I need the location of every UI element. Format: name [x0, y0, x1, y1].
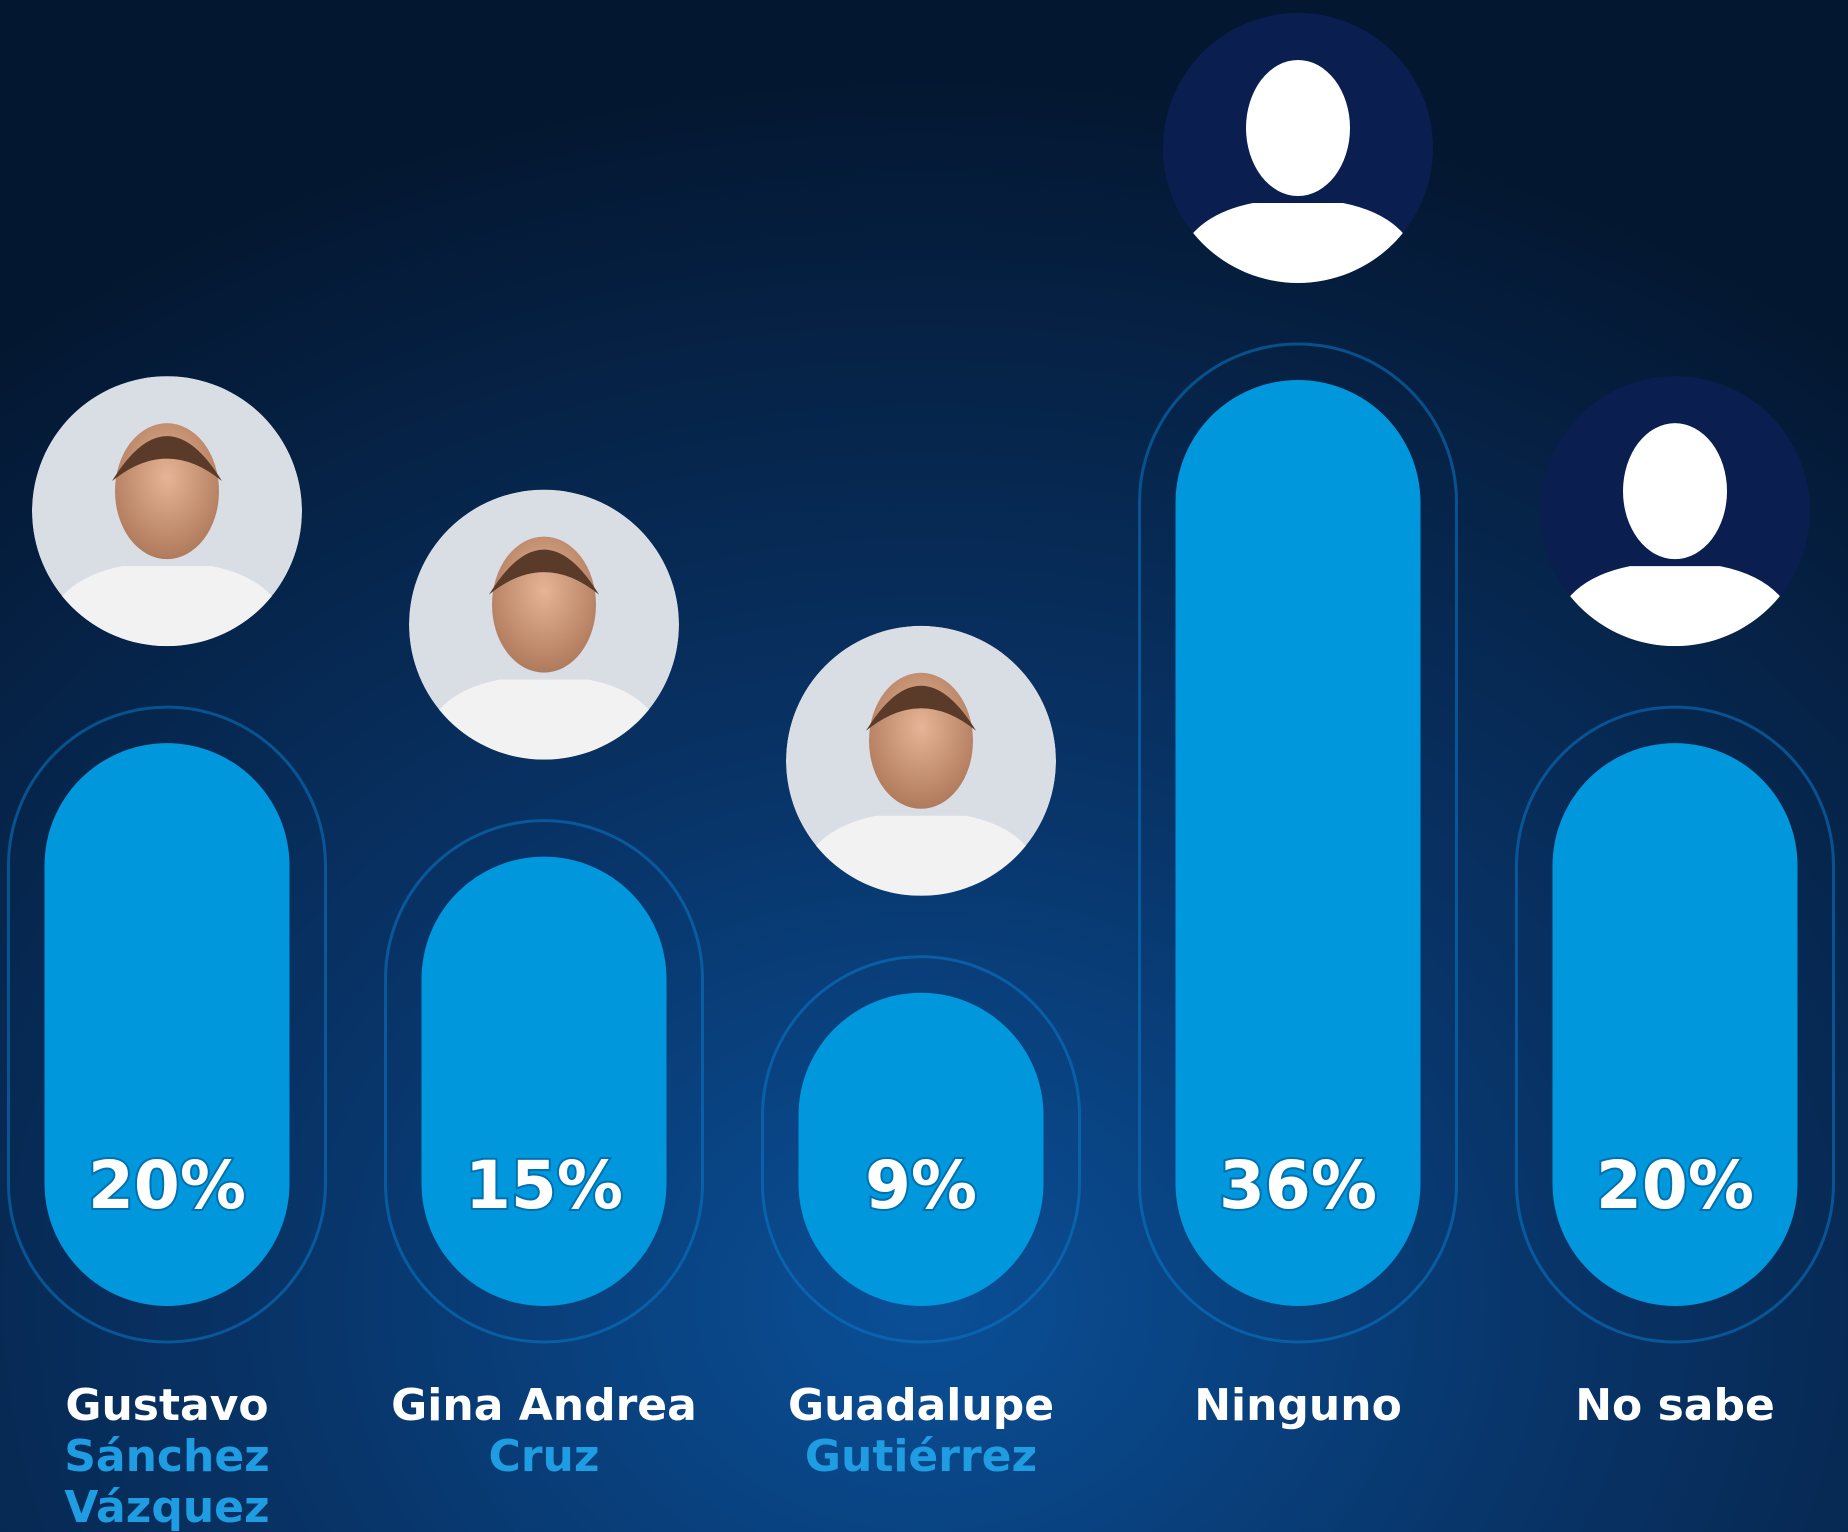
bar — [798, 992, 1044, 1306]
avatar — [409, 489, 679, 760]
bar-outline — [1138, 342, 1458, 1344]
category-label: Cruz — [489, 1431, 600, 1482]
avatar-hair — [866, 685, 976, 731]
category-label: Gutiérrez — [805, 1431, 1037, 1482]
bar — [1175, 380, 1421, 1306]
category-label: Sánchez — [64, 1431, 270, 1482]
avatar-body — [1173, 203, 1423, 283]
avatar-hair — [112, 436, 222, 482]
avatar-head — [1623, 423, 1727, 560]
bar — [44, 743, 290, 1306]
avatar-body — [42, 566, 292, 647]
category-label: Vázquez — [64, 1482, 269, 1532]
category-label: Gina Andrea — [391, 1380, 697, 1431]
bar — [1552, 743, 1798, 1306]
bar-outline — [7, 705, 327, 1344]
avatar-body — [1550, 566, 1800, 647]
category-label: Ninguno — [1194, 1380, 1402, 1431]
value-label: 20% — [1596, 1147, 1754, 1224]
bar — [421, 856, 667, 1306]
value-label: 9% — [865, 1147, 977, 1224]
category-label: Guadalupe — [788, 1380, 1054, 1431]
avatar — [786, 625, 1056, 896]
avatar — [1173, 60, 1423, 283]
bar-outline — [384, 819, 704, 1344]
bar-outline — [761, 955, 1081, 1344]
value-label: 15% — [465, 1147, 623, 1224]
avatar-head — [1246, 60, 1350, 196]
value-label: 36% — [1219, 1147, 1377, 1224]
category-label: No sabe — [1575, 1380, 1775, 1431]
value-label: 20% — [88, 1147, 246, 1224]
avatar-hair — [489, 549, 599, 595]
avatar — [1550, 423, 1800, 647]
avatar — [32, 376, 302, 647]
avatar-body — [419, 679, 669, 760]
category-label: Gustavo — [65, 1380, 268, 1431]
bar-outline — [1515, 705, 1835, 1344]
avatar-body — [796, 815, 1046, 896]
